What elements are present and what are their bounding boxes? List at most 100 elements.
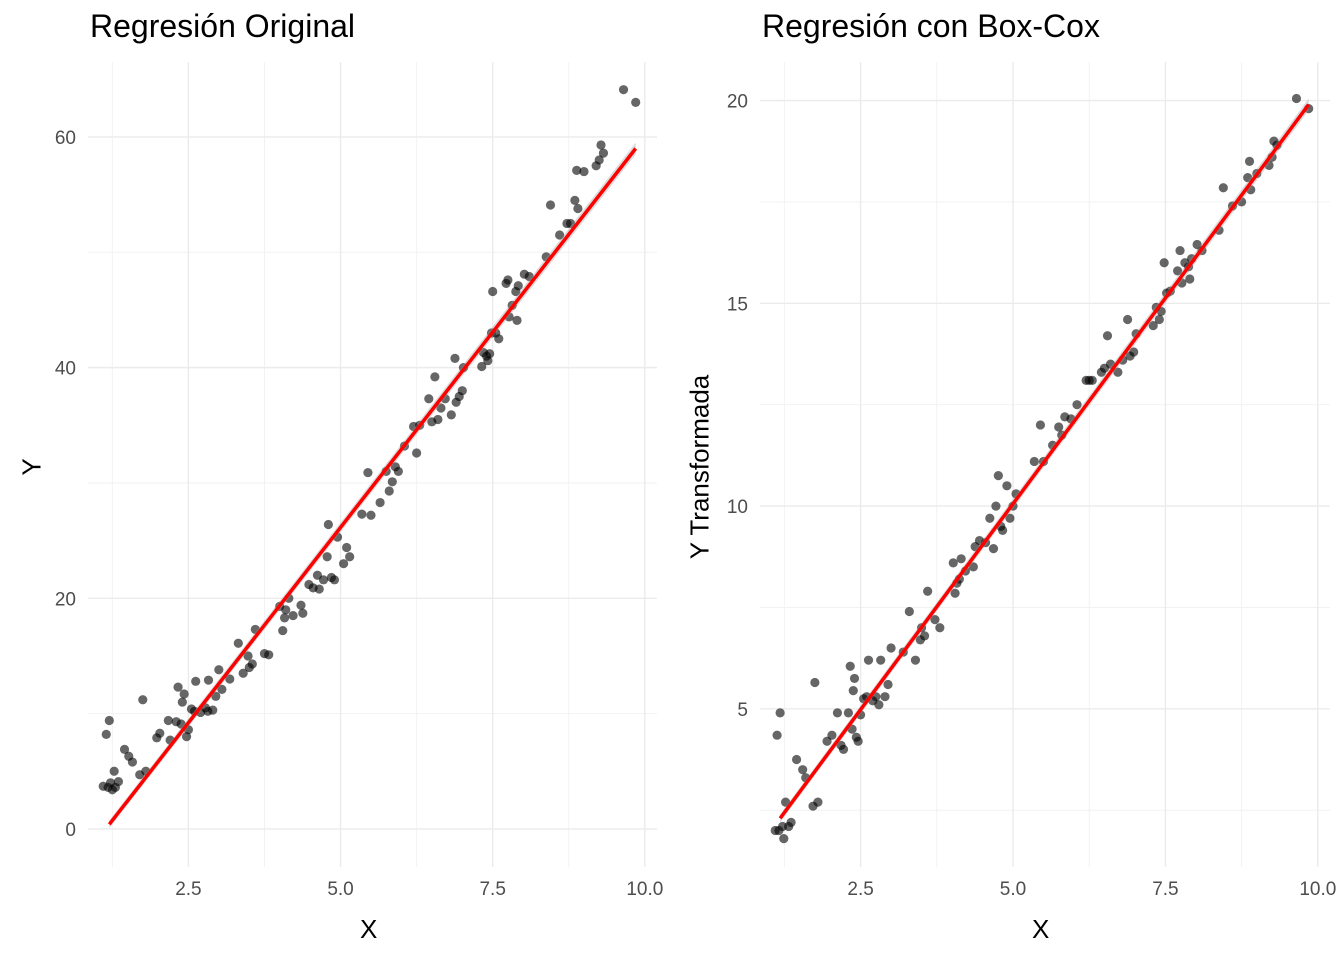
right-data-point [919,631,930,641]
right-x-tick-label: 7.5 [1152,879,1178,900]
left-data-point [512,315,522,325]
left-data-point [109,766,119,776]
right-data-point [1035,420,1046,430]
left-data-point [208,705,218,715]
left-data-point [296,600,306,610]
left-data-point [572,165,582,176]
left-data-point [412,448,422,458]
right-x-tick-label: 10.0 [1299,879,1336,900]
right-data-point [849,673,860,684]
left-data-point [430,372,440,382]
left-data-point [225,674,235,684]
left-data-point [104,715,114,726]
right-data-point [1244,156,1255,166]
left-data-point [513,281,523,291]
left-data-point [155,728,165,738]
left-data-point [387,477,397,487]
left-data-point [342,542,352,553]
left-data-point [424,394,434,404]
right-data-point [998,525,1008,536]
right-data-point [876,655,886,665]
left-data-point [338,559,349,569]
left-data-point [113,777,124,787]
left-data-point [322,552,332,562]
left-data-point [281,605,291,615]
left-data-point [524,271,534,282]
left-data-point [243,651,253,661]
right-data-point [1243,172,1253,183]
left-data-point [323,519,333,530]
right-data-point [935,623,945,633]
left-data-point [318,575,329,585]
left-data-point [173,682,183,692]
left-data-point [555,230,565,240]
right-data-point [827,730,837,740]
right-data-point [991,501,1001,511]
left-data-point [233,638,243,648]
left-data-point [446,410,456,420]
left-data-point [450,353,460,363]
right-data-point [786,817,796,827]
right-data-point [1175,245,1185,256]
right-data-point [1218,183,1228,193]
right-y-tick-label: 5 [737,700,748,721]
left-x-tick-label: 10.0 [626,879,663,900]
left-data-point [596,140,606,150]
right-data-point [798,765,808,775]
right-data-point [791,754,802,765]
left-data-point [238,668,248,678]
left-data-point [565,218,576,229]
right-data-point [910,655,921,665]
right-data-point [1029,456,1039,467]
right-data-point [883,679,893,690]
left-data-point [176,719,186,729]
left-data-point [570,195,580,205]
left-data-point [457,386,467,396]
right-data-point [950,588,960,598]
right-data-point [904,606,914,617]
right-data-point [1002,481,1012,491]
left-data-point [579,166,589,177]
right-x-tick-label: 5.0 [1000,879,1026,900]
left-y-tick-label: 40 [55,359,76,380]
left-x-tick-label: 2.5 [175,879,201,900]
right-data-point [832,708,843,718]
left-y-tick-label: 20 [55,589,76,610]
right-data-point [1113,367,1123,377]
right-data-point [848,685,858,696]
left-data-point [598,148,609,158]
right-data-point [843,708,853,718]
left-y-tick-label: 60 [55,128,76,149]
right-data-point [1154,314,1164,325]
right-data-point [1123,314,1133,325]
right-data-point [863,655,874,665]
right-data-point [1159,258,1169,268]
right-data-point [810,677,820,688]
left-data-point [503,275,513,285]
right-data-point [985,513,995,523]
left-data-point [594,155,604,165]
right-data-point [813,797,823,807]
left-chart-panel: 2.5 5.0 7.5 10.0 0 20 40 60 [55,62,663,900]
left-data-point [618,85,629,95]
right-data-point [923,586,933,596]
left-data-point [278,625,288,636]
left-data-point [211,691,221,701]
right-y-tick-label: 15 [727,294,748,315]
right-data-point [1054,422,1064,432]
right-data-point [779,834,789,844]
left-data-point [436,403,446,413]
left-data-point [393,466,403,477]
left-data-point [264,650,274,660]
right-data-point [930,615,940,625]
left-data-point [488,286,498,297]
right-data-point [781,797,791,807]
left-data-point [127,757,138,767]
right-data-point [886,643,896,653]
left-data-point [483,356,493,366]
right-data-point [1148,321,1158,331]
left-data-point [357,509,367,519]
left-data-point [163,715,173,726]
left-data-point [477,361,487,372]
left-data-point [329,575,340,585]
